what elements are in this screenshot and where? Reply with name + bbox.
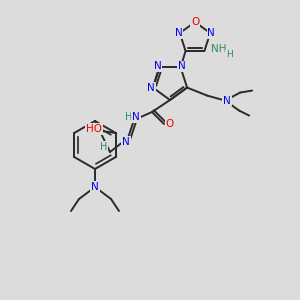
- Text: O: O: [191, 17, 199, 27]
- Text: NH: NH: [211, 44, 226, 54]
- Text: O: O: [166, 119, 174, 129]
- Text: H: H: [226, 50, 233, 59]
- Text: N: N: [91, 182, 99, 192]
- Text: N: N: [223, 96, 231, 106]
- Text: N: N: [147, 82, 155, 93]
- Text: N: N: [175, 28, 183, 38]
- Text: N: N: [154, 61, 161, 71]
- Text: H: H: [100, 142, 108, 152]
- Text: N: N: [178, 61, 185, 71]
- Text: N: N: [122, 137, 130, 147]
- Text: H: H: [125, 112, 133, 122]
- Text: N: N: [132, 112, 140, 122]
- Text: HO: HO: [86, 124, 102, 134]
- Text: N: N: [207, 28, 215, 38]
